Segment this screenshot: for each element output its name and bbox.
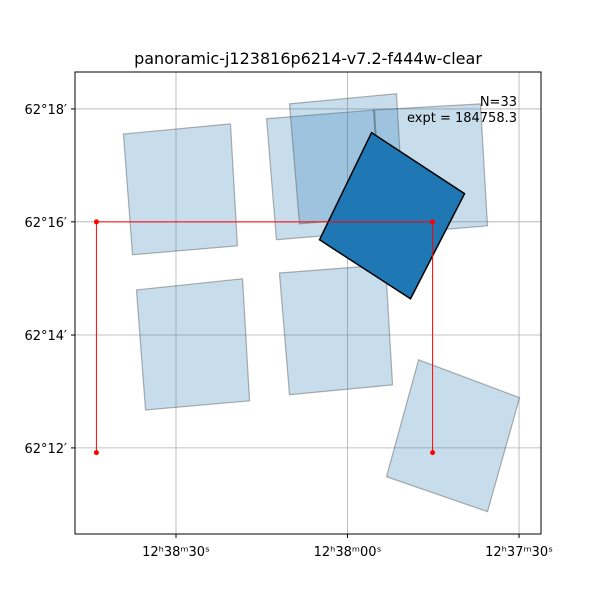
footprint <box>385 358 521 513</box>
outline-vertex <box>93 219 99 225</box>
x-tick-label: 12ʰ38ᵐ00ˢ <box>314 545 382 560</box>
chart-title: panoramic-j123816p6214-v7.2-f444w-clear <box>134 49 482 68</box>
annotation: N=33 <box>480 95 517 110</box>
plot-frame <box>74 71 542 535</box>
outline <box>95 221 434 453</box>
y-tick-label: 62°14′ <box>24 329 67 344</box>
footprint <box>122 123 239 256</box>
footprint <box>278 264 394 396</box>
x-tick-label: 12ʰ38ᵐ30ˢ <box>142 545 210 560</box>
highlight-footprint <box>318 131 466 300</box>
outline-vertex <box>430 219 436 225</box>
x-tick-label: 12ʰ37ᵐ30ˢ <box>485 545 553 560</box>
footprint <box>135 278 251 411</box>
y-tick-label: 62°16′ <box>24 216 67 231</box>
outline-vertex <box>430 450 436 456</box>
annotation: expt = 184758.3 <box>407 111 517 126</box>
y-tick-label: 62°18′ <box>24 103 67 118</box>
y-tick-label: 62°12′ <box>24 442 67 457</box>
outline-vertex <box>93 450 99 456</box>
